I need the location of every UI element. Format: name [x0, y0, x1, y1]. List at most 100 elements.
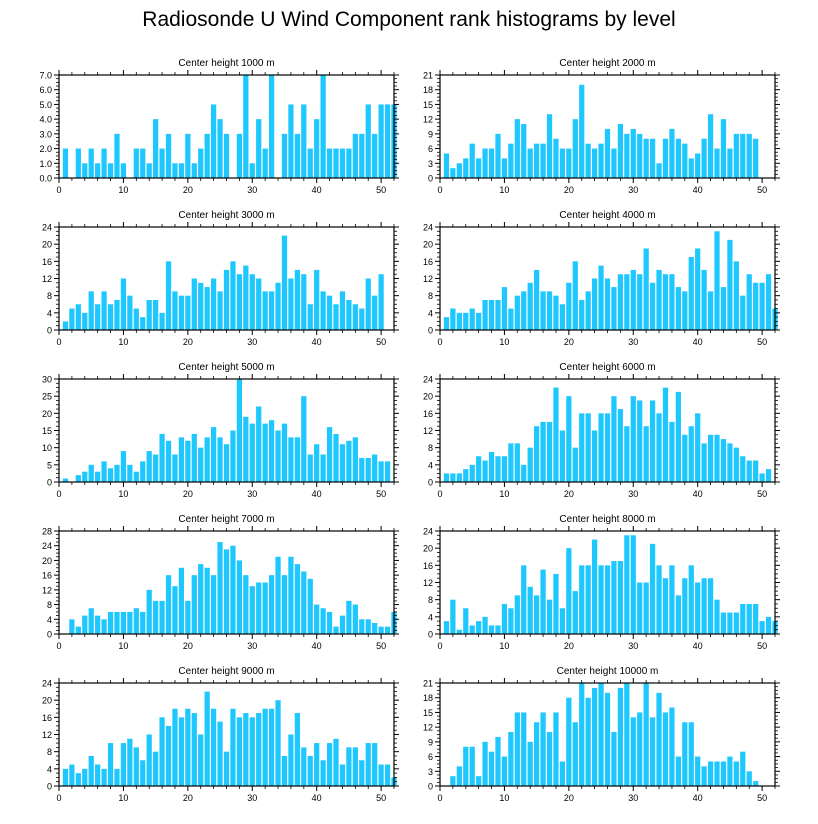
histogram-bar — [133, 308, 139, 330]
histogram-bar — [476, 776, 482, 786]
y-tick-label: 20 — [42, 409, 52, 419]
histogram-bar — [230, 430, 236, 482]
histogram-bar — [553, 573, 559, 634]
panel-title: Center height 6000 m — [559, 362, 655, 373]
histogram-bar — [546, 421, 553, 482]
histogram-bar — [230, 708, 236, 786]
histogram-bar — [572, 261, 578, 330]
x-tick-label: 30 — [628, 489, 638, 499]
histogram-bar — [546, 114, 553, 178]
histogram-bar — [82, 312, 88, 330]
histogram-bar — [268, 291, 275, 330]
histogram-bar — [701, 138, 707, 178]
histogram-bar — [236, 379, 243, 482]
histogram-bar — [198, 148, 204, 178]
histogram-bar — [598, 413, 604, 482]
histogram-panel-8: Center height 8000 m 0 4 8 12 16 20 24 0 10 20 30 40… — [423, 514, 780, 651]
y-tick-label: 15 — [423, 708, 433, 718]
histogram-bar — [746, 274, 752, 330]
x-tick-label: 0 — [437, 337, 442, 347]
histogram-bar — [521, 291, 527, 330]
x-tick-label: 20 — [183, 337, 193, 347]
histogram-bar — [617, 409, 624, 482]
histogram-bar — [204, 691, 210, 786]
histogram-bar — [495, 456, 501, 482]
histogram-bar — [268, 708, 275, 786]
y-tick-label: 8 — [428, 595, 433, 605]
histogram-bar — [359, 133, 365, 178]
histogram-panel-3: Center height 3000 m 0 4 8 12 16 20 24 0 10 20 30 40… — [42, 210, 399, 347]
y-tick-label: 0 — [428, 478, 433, 488]
histogram-bar — [165, 440, 172, 482]
x-tick-label: 10 — [499, 489, 509, 499]
histogram-bar — [598, 265, 604, 330]
histogram-bar — [372, 454, 378, 482]
x-tick-label: 20 — [564, 793, 574, 803]
histogram-bar — [359, 760, 365, 786]
histogram-bar — [701, 578, 707, 634]
histogram-bar — [185, 708, 191, 786]
histogram-bar — [733, 612, 739, 634]
histogram-bar — [495, 736, 501, 786]
histogram-bar — [82, 471, 88, 482]
histogram-bar — [630, 396, 636, 482]
histogram-bar — [249, 274, 255, 330]
y-tick-label: 0 — [428, 630, 433, 640]
histogram-bar — [598, 565, 604, 634]
histogram-bar — [352, 747, 358, 786]
histogram-bar — [637, 274, 643, 330]
histogram-bar — [643, 582, 649, 634]
histogram-bar — [566, 697, 572, 786]
histogram-bar — [488, 299, 495, 330]
histogram-bar — [178, 163, 185, 178]
histogram-bar — [456, 312, 462, 330]
histogram-bar — [514, 712, 520, 786]
y-tick-label: 8 — [428, 443, 433, 453]
histogram-bar — [534, 722, 540, 786]
histogram-bar — [159, 433, 165, 482]
histogram-bar — [217, 721, 223, 786]
x-tick-label: 40 — [312, 337, 322, 347]
histogram-bar — [649, 400, 656, 482]
histogram-bar — [243, 75, 249, 178]
histogram-bar — [378, 274, 384, 330]
histogram-bar — [326, 148, 333, 178]
y-tick-label: 9 — [428, 129, 433, 139]
histogram-bar — [217, 291, 223, 330]
histogram-bar — [314, 444, 320, 482]
histogram-bar — [508, 732, 514, 786]
y-tick-label: 15 — [423, 100, 433, 110]
histogram-bar — [488, 451, 495, 482]
histogram-bar — [476, 621, 482, 634]
histogram-bar — [675, 756, 681, 786]
histogram-bar — [314, 743, 320, 786]
histogram-bar — [662, 387, 669, 482]
histogram-bar — [540, 143, 546, 178]
histogram-bar — [352, 304, 358, 330]
histogram-bar — [275, 700, 281, 786]
histogram-bar — [320, 291, 326, 330]
histogram-bar — [450, 308, 456, 330]
histogram-bar — [198, 734, 204, 786]
histogram-bar — [463, 312, 469, 330]
histogram-bar — [649, 138, 656, 178]
histogram-bar — [372, 133, 378, 178]
histogram-bar — [527, 148, 533, 178]
histogram-bar — [326, 427, 333, 482]
histogram-bar — [146, 589, 152, 634]
y-tick-label: 12 — [423, 115, 433, 125]
histogram-bar — [365, 619, 371, 634]
histogram-bar — [617, 561, 624, 634]
y-tick-label: 8 — [47, 600, 52, 610]
histogram-bar — [656, 565, 662, 634]
histogram-bar — [178, 717, 185, 786]
histogram-bar — [159, 148, 165, 178]
histogram-bar — [443, 153, 450, 178]
histogram-bar — [501, 158, 508, 178]
x-tick-label: 0 — [437, 489, 442, 499]
y-tick-label: 20 — [423, 392, 433, 402]
histogram-bar — [320, 75, 326, 178]
histogram-bar — [359, 308, 365, 330]
y-tick-label: 24 — [42, 541, 52, 551]
histogram-bar — [378, 461, 384, 482]
